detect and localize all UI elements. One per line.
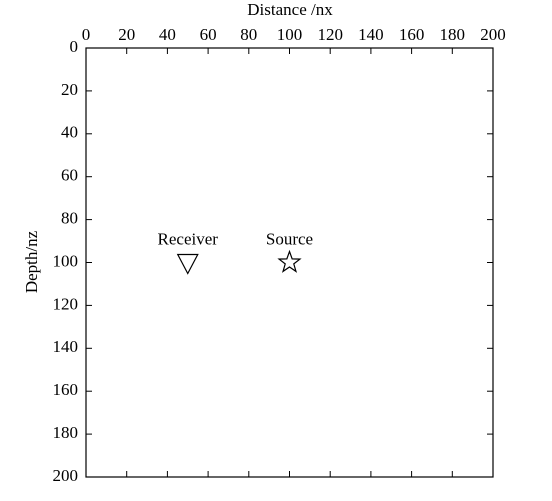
y-axis-label: Depth/nz [22,230,41,293]
y-tick-label: 180 [53,423,79,442]
plot-frame [85,47,494,478]
y-tick-label: 160 [53,380,79,399]
x-tick-label: 100 [277,25,303,44]
x-tick-label: 0 [82,25,91,44]
marker-label: Source [266,229,313,248]
marker-label: Receiver [158,229,219,248]
x-tick-label: 20 [118,25,135,44]
x-tick-label: 200 [480,25,506,44]
x-tick-label: 140 [358,25,384,44]
y-tick-label: 80 [61,209,78,228]
y-tick-label: 140 [53,337,79,356]
y-tick-label: 60 [61,166,78,185]
x-axis-label: Distance /nx [247,0,333,19]
x-tick-label: 60 [200,25,217,44]
y-tick-label: 0 [70,37,79,56]
x-tick-label: 180 [440,25,466,44]
y-tick-label: 100 [53,251,79,270]
x-tick-label: 160 [399,25,425,44]
x-tick-label: 40 [159,25,176,44]
y-tick-label: 40 [61,123,78,142]
y-tick-label: 200 [53,466,79,485]
marker [176,253,199,275]
x-tick-label: 80 [240,25,257,44]
x-tick-label: 120 [317,25,343,44]
marker [277,249,302,273]
y-tick-label: 120 [53,294,79,313]
y-tick-label: 20 [61,80,78,99]
